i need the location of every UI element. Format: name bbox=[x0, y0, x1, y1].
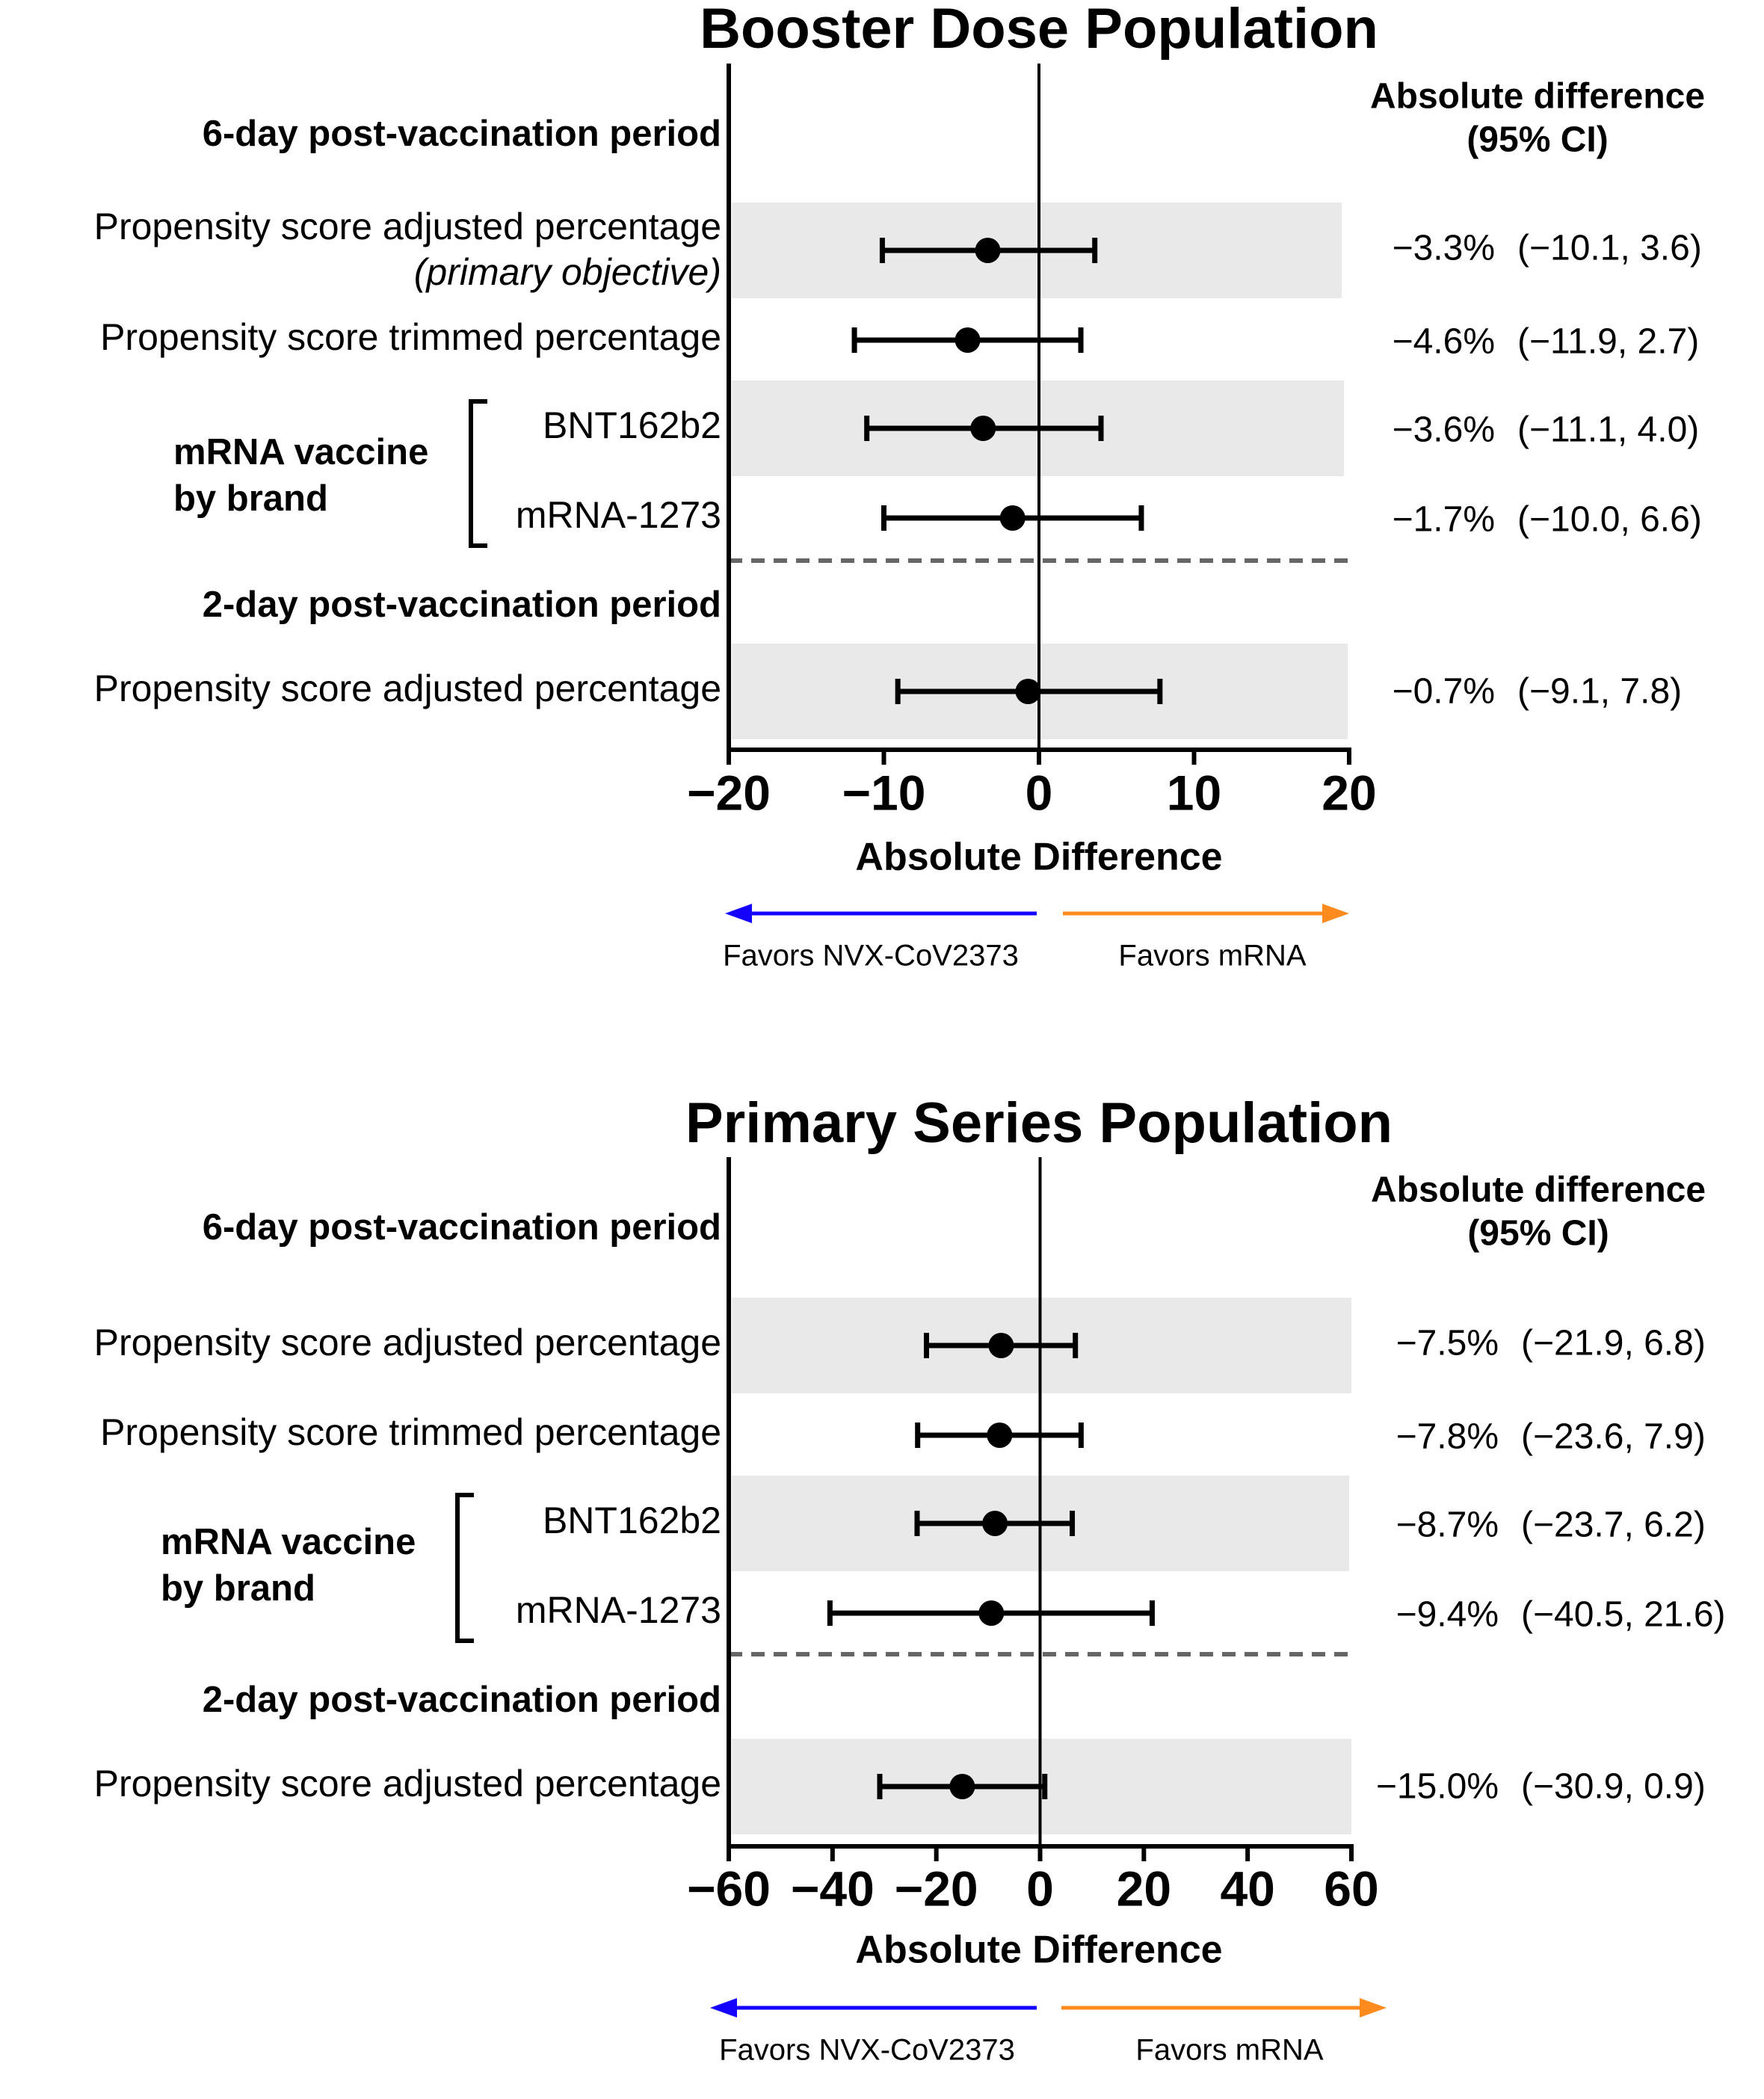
x-tick-label: −20 bbox=[687, 765, 771, 820]
estimate-value: −7.8% bbox=[1396, 1417, 1499, 1457]
ci-value: (−9.1, 7.8) bbox=[1517, 672, 1682, 712]
x-tick-label: 0 bbox=[1026, 765, 1053, 820]
estimate-value: −3.3% bbox=[1393, 229, 1495, 268]
x-tick-label: 20 bbox=[1322, 765, 1376, 820]
group-label: mRNA vaccine bbox=[161, 1522, 416, 1562]
row-label: Propensity score adjusted percentage bbox=[94, 1763, 721, 1804]
forest-panel-2: Primary Series Population Absolute differ… bbox=[94, 1091, 1726, 2066]
point-estimate bbox=[949, 1774, 975, 1799]
section-heading: 6-day post-vaccination period bbox=[203, 1207, 721, 1248]
estimate-value: −7.5% bbox=[1396, 1324, 1499, 1363]
point-estimate bbox=[982, 1511, 1008, 1536]
row-label: Propensity score trimmed percentage bbox=[100, 316, 721, 358]
brand-row-label: BNT162b2 bbox=[543, 1499, 721, 1541]
point-estimate bbox=[970, 416, 996, 441]
favors-left-arrowhead bbox=[725, 904, 752, 923]
group-label: by brand bbox=[161, 1568, 315, 1609]
x-tick-label: −60 bbox=[687, 1861, 771, 1916]
ci-column-header: (95% CI) bbox=[1467, 120, 1608, 160]
x-tick-label: −10 bbox=[842, 765, 926, 820]
x-tick-label: 0 bbox=[1026, 1861, 1054, 1916]
section-heading: 2-day post-vaccination period bbox=[203, 585, 721, 625]
group-label: mRNA vaccine bbox=[173, 432, 428, 472]
x-axis-label: Absolute Difference bbox=[855, 836, 1222, 879]
row-sublabel: (primary objective) bbox=[414, 251, 721, 293]
chart-title: Booster Dose Population bbox=[700, 0, 1378, 61]
point-estimate bbox=[975, 238, 1001, 263]
brand-row-label: BNT162b2 bbox=[543, 404, 721, 446]
ci-value: (−11.1, 4.0) bbox=[1517, 410, 1699, 450]
forest-panel-1: Booster Dose Population Absolute differen… bbox=[94, 0, 1705, 973]
x-tick-label: 60 bbox=[1324, 1861, 1378, 1916]
x-tick-label: −20 bbox=[895, 1861, 978, 1916]
ci-column-header: Absolute difference bbox=[1370, 77, 1705, 117]
row-label: Propensity score adjusted percentage bbox=[94, 1322, 721, 1363]
ci-value: (−11.9, 2.7) bbox=[1517, 322, 1699, 362]
estimate-value: −1.7% bbox=[1393, 500, 1495, 540]
ci-column-header: (95% CI) bbox=[1467, 1214, 1609, 1254]
group-label: by brand bbox=[173, 478, 328, 519]
x-tick-label: 10 bbox=[1167, 765, 1221, 820]
estimate-value: −4.6% bbox=[1393, 322, 1495, 362]
x-tick-label: −40 bbox=[791, 1861, 875, 1916]
row-label: Propensity score adjusted percentage bbox=[94, 668, 721, 709]
chart-title: Primary Series Population bbox=[685, 1091, 1393, 1155]
estimate-value: −9.4% bbox=[1396, 1595, 1499, 1635]
x-axis-label: Absolute Difference bbox=[855, 1929, 1222, 1972]
row-label: Propensity score trimmed percentage bbox=[100, 1411, 721, 1453]
ci-value: (−30.9, 0.9) bbox=[1521, 1767, 1706, 1807]
row-label: Propensity score adjusted percentage bbox=[94, 206, 721, 247]
point-estimate bbox=[988, 1333, 1014, 1358]
ci-value: (−10.1, 3.6) bbox=[1517, 229, 1702, 268]
estimate-value: −15.0% bbox=[1376, 1767, 1499, 1807]
favors-right-arrowhead bbox=[1322, 904, 1349, 923]
ci-value: (−23.7, 6.2) bbox=[1521, 1505, 1706, 1545]
point-estimate bbox=[1015, 679, 1041, 704]
point-estimate bbox=[955, 327, 981, 353]
favors-left-label: Favors NVX-CoV2373 bbox=[719, 2034, 1015, 2067]
estimate-value: −0.7% bbox=[1393, 672, 1495, 712]
x-tick-label: 40 bbox=[1220, 1861, 1274, 1916]
ci-column-header: Absolute difference bbox=[1371, 1171, 1706, 1210]
x-tick-label: 20 bbox=[1117, 1861, 1171, 1916]
brand-row-label: mRNA-1273 bbox=[516, 494, 721, 536]
favors-right-label: Favors mRNA bbox=[1135, 2034, 1323, 2067]
ci-value: (−23.6, 7.9) bbox=[1521, 1417, 1706, 1457]
favors-right-label: Favors mRNA bbox=[1118, 940, 1306, 973]
point-estimate bbox=[987, 1423, 1013, 1448]
brand-row-label: mRNA-1273 bbox=[516, 1589, 721, 1631]
group-bracket bbox=[469, 399, 487, 548]
section-heading: 2-day post-vaccination period bbox=[203, 1680, 721, 1720]
estimate-value: −3.6% bbox=[1393, 410, 1495, 450]
favors-left-label: Favors NVX-CoV2373 bbox=[723, 940, 1019, 973]
point-estimate bbox=[999, 505, 1026, 531]
estimate-value: −8.7% bbox=[1396, 1505, 1499, 1545]
group-bracket bbox=[455, 1493, 474, 1643]
section-heading: 6-day post-vaccination period bbox=[203, 114, 721, 154]
ci-value: (−21.9, 6.8) bbox=[1521, 1324, 1706, 1363]
favors-right-arrowhead bbox=[1360, 1998, 1387, 2018]
favors-left-arrowhead bbox=[710, 1998, 737, 2018]
point-estimate bbox=[978, 1600, 1005, 1626]
ci-value: (−10.0, 6.6) bbox=[1517, 500, 1702, 540]
ci-value: (−40.5, 21.6) bbox=[1521, 1595, 1726, 1635]
